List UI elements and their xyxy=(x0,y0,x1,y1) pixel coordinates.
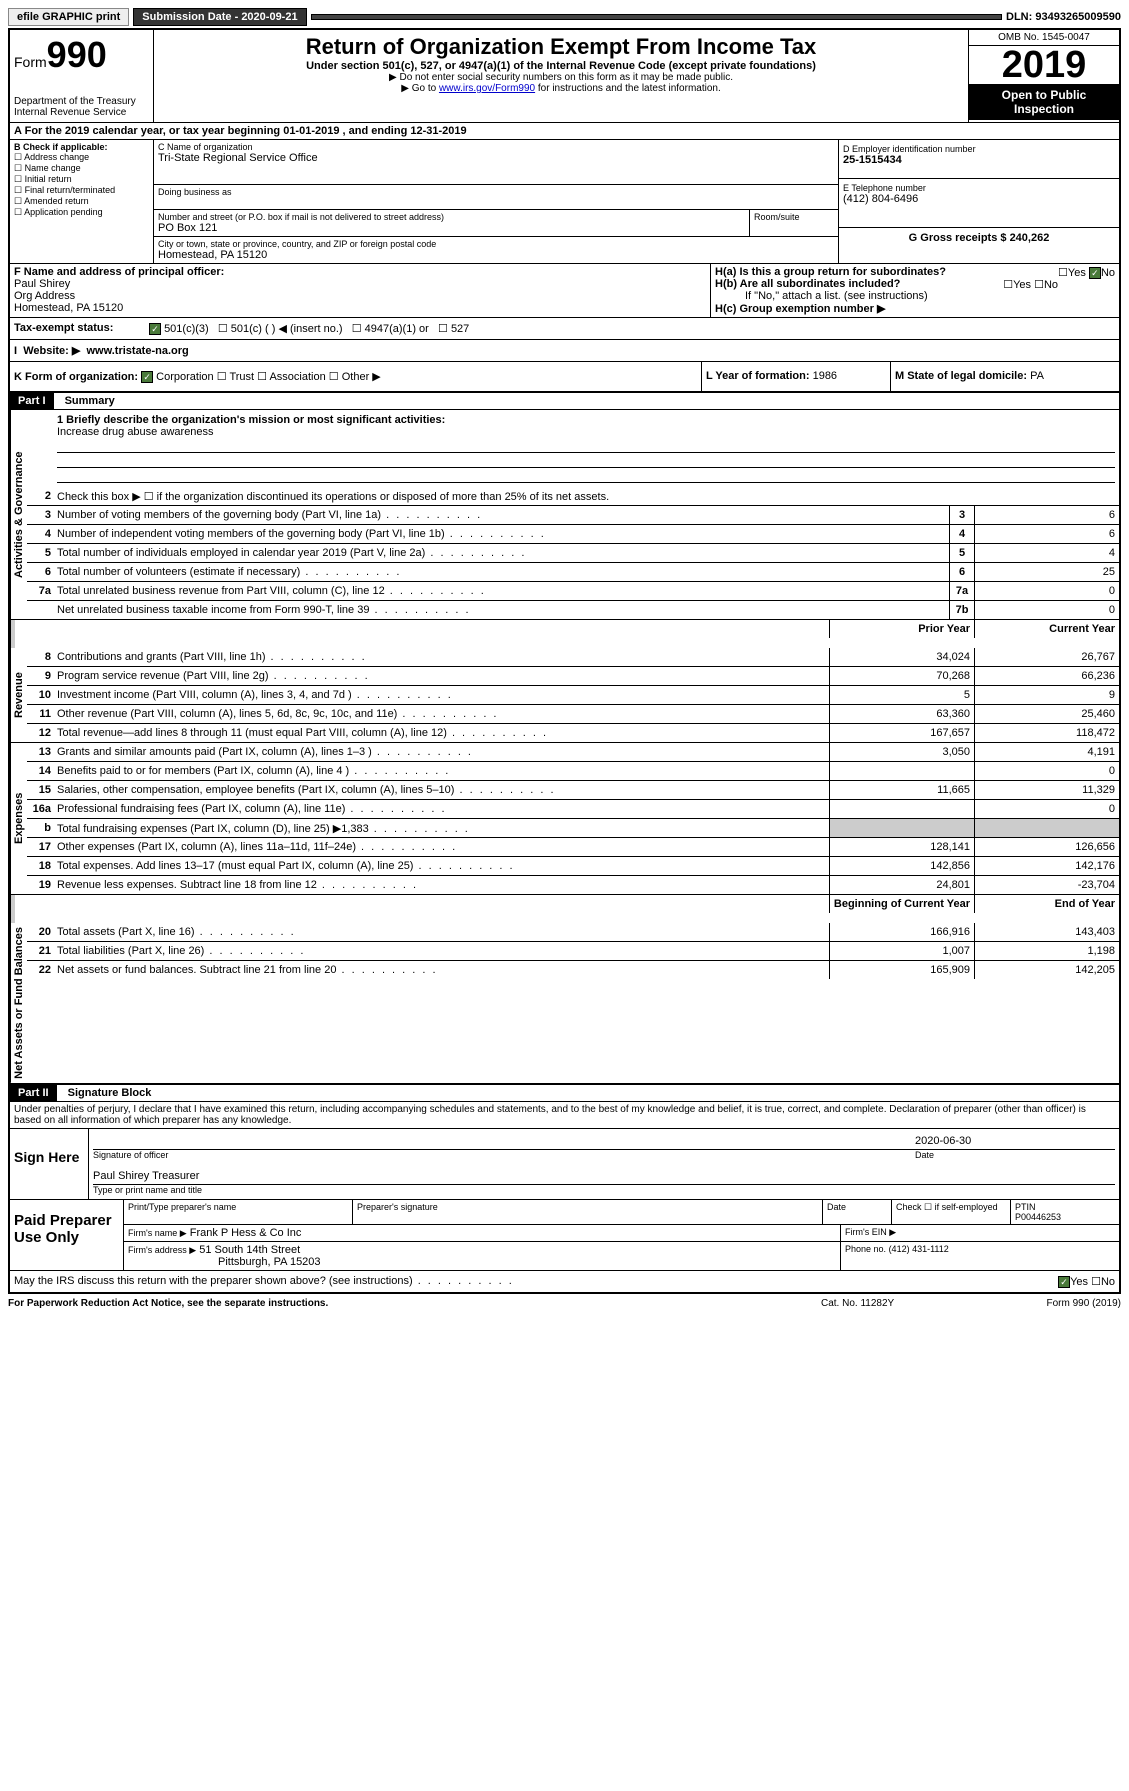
gross-receipts: 240,262 xyxy=(1010,232,1050,244)
tax-status-row: Tax-exempt status: 501(c)(3) ☐ 501(c) ( … xyxy=(10,318,1119,340)
dept-treasury: Department of the Treasury xyxy=(14,96,149,107)
part1: Part I Summary xyxy=(10,393,1119,410)
form-number: Form990 xyxy=(14,34,149,76)
part1-header: Part I xyxy=(10,393,54,409)
box-b: B Check if applicable: ☐ Address change … xyxy=(10,140,154,263)
submission-date: Submission Date - 2020-09-21 xyxy=(133,8,306,26)
form-container: Form990 Department of the Treasury Inter… xyxy=(8,28,1121,1294)
period-row: A For the 2019 calendar year, or tax yea… xyxy=(10,123,1119,140)
form-subtitle: Under section 501(c), 527, or 4947(a)(1)… xyxy=(158,60,964,72)
org-name: Tri-State Regional Service Office xyxy=(158,152,834,164)
mission-box: 1 Briefly describe the organization's mi… xyxy=(27,410,1119,487)
part2: Part II Signature Block xyxy=(10,1083,1119,1102)
officer-name: Paul Shirey xyxy=(14,278,706,290)
summary-line: 9Program service revenue (Part VIII, lin… xyxy=(27,666,1119,685)
ein: 25-1515434 xyxy=(843,154,1115,166)
summary-line: 13Grants and similar amounts paid (Part … xyxy=(27,743,1119,761)
telephone: (412) 804-6496 xyxy=(843,193,1115,205)
tax-year: 2019 xyxy=(969,46,1119,84)
summary-line: Net unrelated business taxable income fr… xyxy=(27,600,1119,619)
website: www.tristate-na.org xyxy=(86,345,188,357)
summary-line: 4Number of independent voting members of… xyxy=(27,524,1119,543)
summary-line: 6Total number of volunteers (estimate if… xyxy=(27,562,1119,581)
klm-row: K Form of organization: Corporation ☐ Tr… xyxy=(10,362,1119,393)
summary-line: 18Total expenses. Add lines 13–17 (must … xyxy=(27,856,1119,875)
summary-line: 5Total number of individuals employed in… xyxy=(27,543,1119,562)
efile-button[interactable]: efile GRAPHIC print xyxy=(8,8,129,26)
paid-preparer: Paid Preparer Use Only Print/Type prepar… xyxy=(10,1199,1119,1270)
org-city: Homestead, PA 15120 xyxy=(158,249,834,261)
dln: DLN: 93493265009590 xyxy=(1006,11,1121,23)
spacer-bar xyxy=(311,14,1002,20)
fgh-row: F Name and address of principal officer:… xyxy=(10,264,1119,318)
governance-label: Activities & Governance xyxy=(10,410,27,619)
summary-line: 16aProfessional fundraising fees (Part I… xyxy=(27,799,1119,818)
org-address: PO Box 121 xyxy=(158,222,745,234)
summary-line: 11Other revenue (Part VIII, column (A), … xyxy=(27,704,1119,723)
open-public: Open to Public Inspection xyxy=(969,84,1119,120)
netassets-label: Net Assets or Fund Balances xyxy=(10,923,27,1083)
declaration: Under penalties of perjury, I declare th… xyxy=(10,1102,1119,1128)
summary-line: 10Investment income (Part VIII, column (… xyxy=(27,685,1119,704)
summary-line: 7aTotal unrelated business revenue from … xyxy=(27,581,1119,600)
irs-label: Internal Revenue Service xyxy=(14,107,149,118)
summary-line: bTotal fundraising expenses (Part IX, co… xyxy=(27,818,1119,837)
ssn-note: ▶ Do not enter social security numbers o… xyxy=(158,72,964,83)
form-header: Form990 Department of the Treasury Inter… xyxy=(10,30,1119,123)
summary-line: 21Total liabilities (Part X, line 26)1,0… xyxy=(27,941,1119,960)
revenue-label: Revenue xyxy=(10,648,27,742)
footer: For Paperwork Reduction Act Notice, see … xyxy=(8,1294,1121,1313)
goto-note: ▶ Go to www.irs.gov/Form990 for instruct… xyxy=(158,83,964,94)
info-grid: B Check if applicable: ☐ Address change … xyxy=(10,140,1119,264)
summary-line: 14Benefits paid to or for members (Part … xyxy=(27,761,1119,780)
summary-line: 22Net assets or fund balances. Subtract … xyxy=(27,960,1119,979)
summary-line: 15Salaries, other compensation, employee… xyxy=(27,780,1119,799)
summary-body: Activities & Governance 1 Briefly descri… xyxy=(10,410,1119,619)
summary-line: 19Revenue less expenses. Subtract line 1… xyxy=(27,875,1119,894)
sign-here: Sign Here 2020-06-30 Signature of office… xyxy=(10,1128,1119,1199)
expenses-label: Expenses xyxy=(10,743,27,894)
form-title: Return of Organization Exempt From Incom… xyxy=(158,34,964,60)
irs-link[interactable]: www.irs.gov/Form990 xyxy=(439,83,535,94)
501c3-checkbox[interactable] xyxy=(149,323,161,335)
summary-line: 8Contributions and grants (Part VIII, li… xyxy=(27,648,1119,666)
box-de: D Employer identification number 25-1515… xyxy=(839,140,1119,263)
top-bar: efile GRAPHIC print Submission Date - 20… xyxy=(8,8,1121,26)
summary-line: 3Number of voting members of the governi… xyxy=(27,505,1119,524)
summary-line: 17Other expenses (Part IX, column (A), l… xyxy=(27,837,1119,856)
box-c: C Name of organization Tri-State Regiona… xyxy=(154,140,839,263)
website-row: I Website: ▶ www.tristate-na.org xyxy=(10,340,1119,362)
summary-line: 12Total revenue—add lines 8 through 11 (… xyxy=(27,723,1119,742)
discuss-row: May the IRS discuss this return with the… xyxy=(10,1270,1119,1292)
mission-text: Increase drug abuse awareness xyxy=(57,426,1115,438)
summary-line: 20Total assets (Part X, line 16)166,9161… xyxy=(27,923,1119,941)
